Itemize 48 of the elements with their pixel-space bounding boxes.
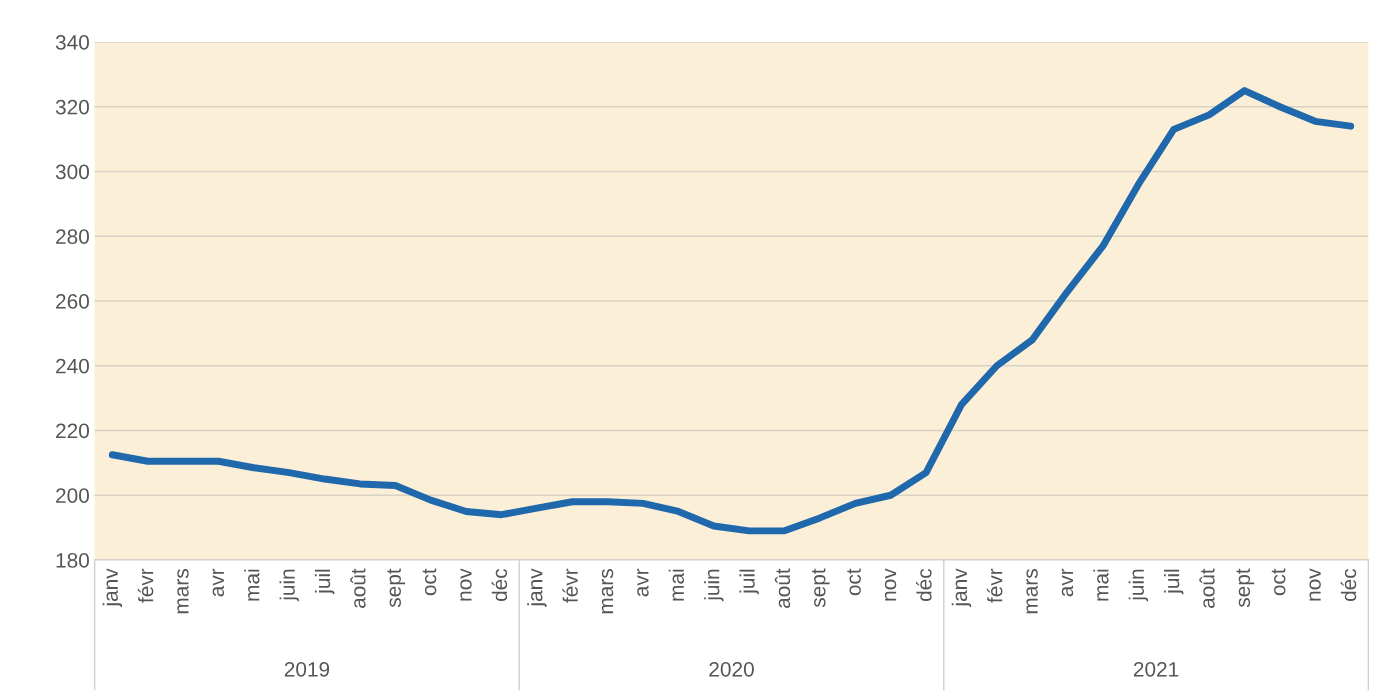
x-tick-label: juin	[704, 569, 724, 602]
x-tick-label: août	[774, 568, 791, 608]
x-tick-label: mars	[177, 569, 189, 614]
x-tick-label: oct	[1271, 568, 1286, 596]
x-tick-label: janv	[951, 568, 972, 608]
y-tick-label: 320	[55, 99, 89, 115]
x-tick-label: avr	[212, 568, 225, 597]
x-tick-label: sept	[811, 568, 830, 608]
y-tick-label: 340	[55, 35, 89, 50]
x-tick-label: févr	[562, 568, 578, 603]
x-tick-label: mai	[1093, 569, 1109, 601]
x-tick-label: mai	[668, 569, 685, 601]
y-tick-label: 240	[56, 358, 89, 374]
x-tick-label: oct	[422, 568, 437, 596]
y-tick-label: 300	[55, 164, 89, 180]
x-tick-label: mars	[601, 569, 614, 614]
text: 2021	[1133, 661, 1179, 677]
x-tick-label: janv	[527, 568, 547, 608]
x-tick-label: juin	[279, 569, 299, 602]
x-tick-label: sept	[387, 568, 406, 608]
x-tick-label: août	[1199, 568, 1215, 608]
x-tick-label: août	[350, 568, 366, 608]
y-tick-label: 200	[56, 488, 89, 503]
x-tick-label: déc	[916, 568, 932, 602]
x-tick-label: juil	[314, 569, 335, 595]
y-tick-label: 220	[56, 423, 89, 439]
y-tick-label: 280	[56, 229, 89, 244]
x-tick-label: juil	[739, 569, 759, 595]
x-tick-label: nov	[460, 568, 472, 601]
x-tick-label: déc	[1340, 568, 1357, 602]
y-tick-label: 180	[56, 553, 89, 568]
x-tick-label: févr	[137, 568, 154, 603]
text: 2019	[284, 661, 330, 677]
x-tick-label: avr	[1061, 568, 1074, 597]
x-tick-label: févr	[986, 568, 1003, 603]
x-tick-label: juin	[1128, 569, 1149, 602]
x-tick-label: janv	[102, 568, 123, 608]
x-tick-label: mai	[244, 569, 260, 601]
x-tick-label: nov	[884, 568, 897, 601]
x-tick-label: avr	[637, 568, 649, 597]
y-tick-label: 260	[56, 294, 89, 309]
x-tick-label: nov	[1309, 568, 1321, 601]
x-tick-label: mars	[1026, 569, 1038, 614]
text: 2020	[709, 661, 754, 677]
x-tick-label: déc	[491, 568, 508, 602]
x-tick-label: oct	[847, 568, 861, 596]
x-tick-label: sept	[1236, 568, 1255, 608]
x-tick-label: juil	[1164, 569, 1184, 595]
